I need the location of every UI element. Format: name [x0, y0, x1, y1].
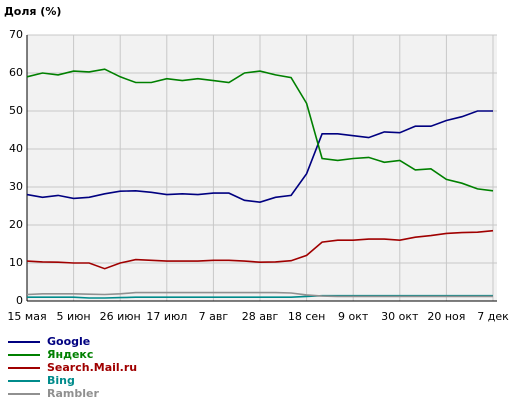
plot-area: [27, 35, 497, 301]
x-tick-label: 15 мая: [7, 310, 46, 323]
legend-label: Rambler: [47, 387, 99, 400]
y-tick-label: 50: [9, 104, 23, 117]
y-tick-label: 0: [16, 294, 23, 307]
x-tick-label: 20 ноя: [427, 310, 465, 323]
legend-label: Яндекс: [47, 348, 93, 361]
series-line: [26, 291, 493, 298]
series-line: [26, 110, 493, 204]
legend-label: Search.Mail.ru: [47, 361, 137, 374]
legend-label: Google: [47, 335, 90, 348]
x-tick-label: 18 сен: [288, 310, 326, 323]
x-tick-label: 26 июн: [100, 310, 141, 323]
y-tick-label: 40: [9, 142, 23, 155]
y-tick-label: 10: [9, 256, 23, 269]
x-tick-label: 28 авг: [242, 310, 279, 323]
series-line: [26, 229, 494, 270]
x-tick-label: 17 июл: [146, 310, 187, 323]
x-tick-label: 7 авг: [199, 310, 229, 323]
y-tick-label: 60: [9, 66, 23, 79]
y-tick-label: 20: [9, 218, 23, 231]
y-tick-label: 70: [9, 28, 23, 41]
series-line: [26, 68, 494, 192]
legend-label: Bing: [47, 374, 75, 387]
x-tick-label: 5 июн: [57, 310, 91, 323]
x-tick-label: 9 окт: [338, 310, 369, 323]
y-axis-label: Доля (%): [4, 5, 61, 18]
y-tick-label: 30: [9, 180, 23, 193]
x-tick-label: 30 окт: [381, 310, 419, 323]
x-tick-label: 7 дек: [477, 310, 509, 323]
